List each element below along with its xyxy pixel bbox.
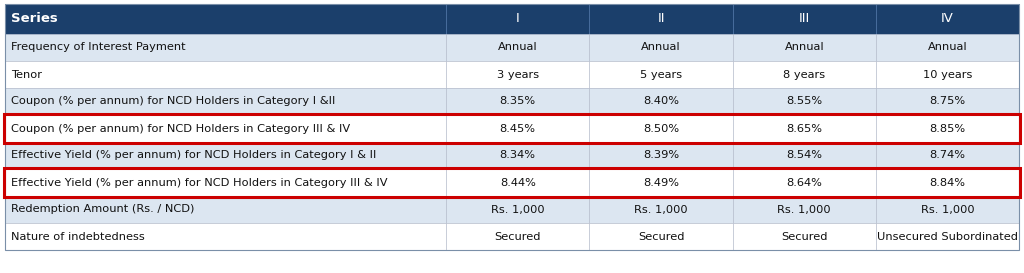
Bar xyxy=(446,61,590,88)
Bar xyxy=(446,196,590,223)
Text: 8.64%: 8.64% xyxy=(786,177,822,188)
Text: Secured: Secured xyxy=(495,232,541,242)
Text: 8.44%: 8.44% xyxy=(500,177,536,188)
Bar xyxy=(876,34,1019,61)
Text: 8.40%: 8.40% xyxy=(643,96,679,106)
Text: Unsecured Subordinated: Unsecured Subordinated xyxy=(878,232,1018,242)
Bar xyxy=(5,61,446,88)
Bar xyxy=(876,115,1019,142)
Text: Rs. 1,000: Rs. 1,000 xyxy=(777,204,831,215)
Bar xyxy=(446,88,590,115)
Bar xyxy=(590,169,732,196)
Text: 8.54%: 8.54% xyxy=(786,150,822,161)
Text: Annual: Annual xyxy=(498,43,538,52)
Text: Coupon (% per annum) for NCD Holders in Category I &II: Coupon (% per annum) for NCD Holders in … xyxy=(11,96,336,106)
Text: 8.34%: 8.34% xyxy=(500,150,536,161)
Bar xyxy=(590,115,732,142)
Bar xyxy=(590,4,732,34)
Bar xyxy=(876,169,1019,196)
Bar xyxy=(732,88,876,115)
Text: 8.75%: 8.75% xyxy=(930,96,966,106)
Bar xyxy=(876,142,1019,169)
Bar xyxy=(876,61,1019,88)
Text: 8.74%: 8.74% xyxy=(930,150,966,161)
Bar xyxy=(590,223,732,250)
Text: Annual: Annual xyxy=(928,43,968,52)
Text: Effective Yield (% per annum) for NCD Holders in Category I & II: Effective Yield (% per annum) for NCD Ho… xyxy=(11,150,377,161)
Text: 8.35%: 8.35% xyxy=(500,96,536,106)
Bar xyxy=(732,34,876,61)
Bar xyxy=(446,223,590,250)
Bar xyxy=(5,223,446,250)
Text: Coupon (% per annum) for NCD Holders in Category III & IV: Coupon (% per annum) for NCD Holders in … xyxy=(11,123,350,133)
Text: 8.85%: 8.85% xyxy=(930,123,966,133)
Bar xyxy=(876,223,1019,250)
Bar xyxy=(876,88,1019,115)
Text: Rs. 1,000: Rs. 1,000 xyxy=(634,204,688,215)
Bar xyxy=(590,88,732,115)
Bar xyxy=(876,196,1019,223)
Bar xyxy=(732,223,876,250)
Bar xyxy=(590,142,732,169)
Bar xyxy=(446,34,590,61)
Text: Rs. 1,000: Rs. 1,000 xyxy=(490,204,545,215)
Bar xyxy=(4,168,1020,197)
Text: 8.55%: 8.55% xyxy=(786,96,822,106)
Bar xyxy=(5,196,446,223)
Bar xyxy=(446,169,590,196)
Text: 10 years: 10 years xyxy=(923,70,972,79)
Bar xyxy=(446,4,590,34)
Text: II: II xyxy=(657,13,665,25)
Bar xyxy=(732,196,876,223)
Text: Annual: Annual xyxy=(641,43,681,52)
Bar xyxy=(446,142,590,169)
Bar xyxy=(5,34,446,61)
Text: Tenor: Tenor xyxy=(11,70,42,79)
Bar xyxy=(5,115,446,142)
Bar xyxy=(4,114,1020,143)
Text: III: III xyxy=(799,13,810,25)
Text: 8.50%: 8.50% xyxy=(643,123,679,133)
Text: 5 years: 5 years xyxy=(640,70,682,79)
Text: 8.45%: 8.45% xyxy=(500,123,536,133)
Bar xyxy=(590,196,732,223)
Text: 8.65%: 8.65% xyxy=(786,123,822,133)
Text: 8.39%: 8.39% xyxy=(643,150,679,161)
Text: Secured: Secured xyxy=(781,232,827,242)
Text: 8 years: 8 years xyxy=(783,70,825,79)
Bar xyxy=(732,61,876,88)
Bar xyxy=(5,169,446,196)
Text: 3 years: 3 years xyxy=(497,70,539,79)
Bar xyxy=(732,4,876,34)
Text: Series: Series xyxy=(11,13,57,25)
Bar xyxy=(876,4,1019,34)
Text: Annual: Annual xyxy=(784,43,824,52)
Bar xyxy=(732,115,876,142)
Text: Redemption Amount (Rs. / NCD): Redemption Amount (Rs. / NCD) xyxy=(11,204,195,215)
Text: Secured: Secured xyxy=(638,232,684,242)
Bar xyxy=(590,34,732,61)
Text: IV: IV xyxy=(941,13,954,25)
Text: 8.49%: 8.49% xyxy=(643,177,679,188)
Text: Rs. 1,000: Rs. 1,000 xyxy=(921,204,975,215)
Text: 8.84%: 8.84% xyxy=(930,177,966,188)
Bar xyxy=(5,4,446,34)
Text: Nature of indebtedness: Nature of indebtedness xyxy=(11,232,144,242)
Bar xyxy=(5,142,446,169)
Bar xyxy=(590,61,732,88)
Text: Effective Yield (% per annum) for NCD Holders in Category III & IV: Effective Yield (% per annum) for NCD Ho… xyxy=(11,177,387,188)
Bar xyxy=(732,169,876,196)
Text: I: I xyxy=(516,13,519,25)
Bar xyxy=(732,142,876,169)
Text: Frequency of Interest Payment: Frequency of Interest Payment xyxy=(11,43,185,52)
Bar xyxy=(5,88,446,115)
Bar xyxy=(446,115,590,142)
